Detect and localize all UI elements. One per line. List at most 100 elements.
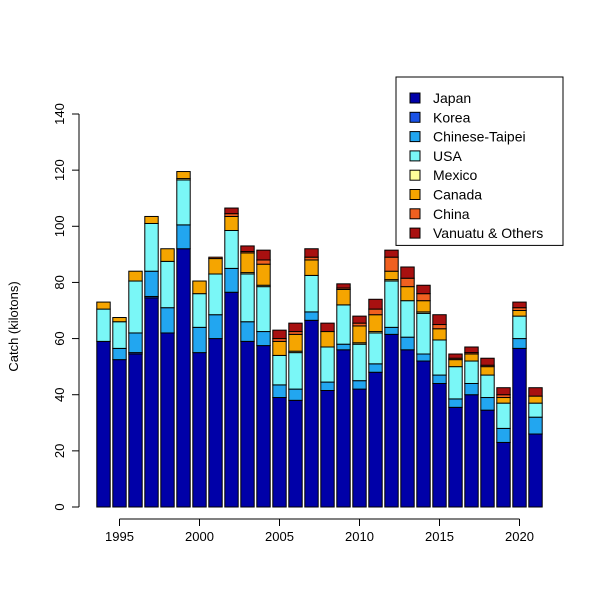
x-tick-label: 2010 xyxy=(345,529,374,544)
bar-segment xyxy=(336,288,351,306)
bar-segment xyxy=(496,441,511,508)
bar-segment xyxy=(208,256,223,260)
bar-segment xyxy=(288,352,303,390)
bar-segment xyxy=(384,280,399,328)
y-axis: 0 20 40 60 80 100 120 140 xyxy=(52,103,80,511)
bar-segment xyxy=(368,363,383,373)
bar-segment xyxy=(352,343,367,382)
bar-segment xyxy=(400,266,415,279)
bar-segment xyxy=(400,277,415,288)
bar-segment xyxy=(448,406,463,508)
bar-segment xyxy=(272,354,287,386)
legend-label: Korea xyxy=(433,109,471,125)
bar-segment xyxy=(432,374,447,384)
bar-segment xyxy=(240,273,255,323)
legend-label: Canada xyxy=(433,187,482,203)
bar-segment xyxy=(112,359,127,508)
legend-label: China xyxy=(433,206,470,222)
bar-segment xyxy=(352,325,367,344)
bar-segment xyxy=(320,346,335,383)
bar-segment xyxy=(128,332,143,354)
bar-segment xyxy=(464,382,479,396)
bar-segment xyxy=(128,270,143,282)
bar-segment xyxy=(192,352,207,508)
bar-segment xyxy=(304,311,319,321)
bar-segment xyxy=(304,259,319,276)
bar-segment xyxy=(416,360,431,508)
bar-segment xyxy=(272,340,287,356)
bar-segment xyxy=(256,345,271,508)
legend-swatch xyxy=(409,169,421,181)
bar-segment xyxy=(304,274,319,313)
bar-segment xyxy=(272,329,287,340)
y-tick-label: 80 xyxy=(52,275,67,289)
bar-segment xyxy=(160,260,175,309)
bar-segment xyxy=(160,332,175,508)
bar-segment xyxy=(480,409,495,508)
legend-label: USA xyxy=(433,148,462,164)
bar-segment xyxy=(144,270,159,297)
bar-segment xyxy=(384,256,399,272)
bar-segment xyxy=(432,314,447,326)
legend-label: Chinese-Taipei xyxy=(433,129,526,145)
bar-segment xyxy=(512,315,527,340)
bar-segment xyxy=(160,248,175,262)
bar-segment xyxy=(256,331,271,347)
bar-segment xyxy=(208,258,223,275)
legend-swatch xyxy=(409,92,421,104)
legend: Japan Korea Chinese-Taipei USA Mexico Canada C… xyxy=(395,76,564,246)
y-tick-label: 40 xyxy=(52,387,67,401)
bar-segment xyxy=(208,338,223,508)
bar-segment xyxy=(416,312,431,355)
y-axis-label: Catch (kilotons) xyxy=(6,281,21,371)
bar-segment xyxy=(496,402,511,429)
bar-segment xyxy=(320,390,335,508)
legend-swatch xyxy=(409,189,421,200)
bar-segment xyxy=(416,293,431,302)
bar-segment xyxy=(432,339,447,376)
bar-segment xyxy=(288,333,303,352)
bar-segment xyxy=(304,319,319,508)
y-tick-label: 100 xyxy=(52,215,67,237)
bar-segment xyxy=(368,371,383,508)
bar-segment xyxy=(448,359,463,368)
bar-segment xyxy=(432,324,447,330)
bar-segment xyxy=(464,394,479,508)
bar-segment xyxy=(144,215,159,224)
x-axis: 1995 2000 2005 2010 2015 2020 xyxy=(105,518,534,544)
bar-segment xyxy=(528,395,543,404)
bar-segment xyxy=(304,248,319,258)
x-tick-label: 1995 xyxy=(105,529,134,544)
bar-segment xyxy=(512,338,527,349)
bar-segment xyxy=(112,317,127,323)
bar-segment xyxy=(416,284,431,295)
legend-swatch xyxy=(409,208,421,220)
bar-segment xyxy=(448,353,463,359)
bar-segment xyxy=(208,273,223,316)
bar-segment xyxy=(272,384,287,399)
bar-segment xyxy=(336,304,351,345)
bar-segment xyxy=(400,336,415,351)
bar-segment xyxy=(464,346,479,354)
bar-segment xyxy=(400,300,415,338)
bar-segment xyxy=(288,399,303,508)
y-tick-label: 0 xyxy=(52,503,67,510)
legend-swatch xyxy=(409,111,421,123)
bar-segment xyxy=(320,322,335,333)
x-tick-label: 2005 xyxy=(265,529,294,544)
bar-segment xyxy=(256,263,271,286)
bar-segment xyxy=(224,207,239,215)
bar-segment xyxy=(528,416,543,435)
bar-segment xyxy=(272,397,287,508)
bar-segment xyxy=(192,280,207,295)
legend-label: Mexico xyxy=(433,167,478,183)
bar-segment xyxy=(416,300,431,313)
bar-segment xyxy=(352,388,367,508)
bar-segment xyxy=(352,315,367,324)
bar-segment xyxy=(480,366,495,376)
bar-segment xyxy=(368,332,383,365)
bar-segment xyxy=(240,252,255,274)
bar-segment xyxy=(432,382,447,508)
bar-segment xyxy=(512,301,527,309)
